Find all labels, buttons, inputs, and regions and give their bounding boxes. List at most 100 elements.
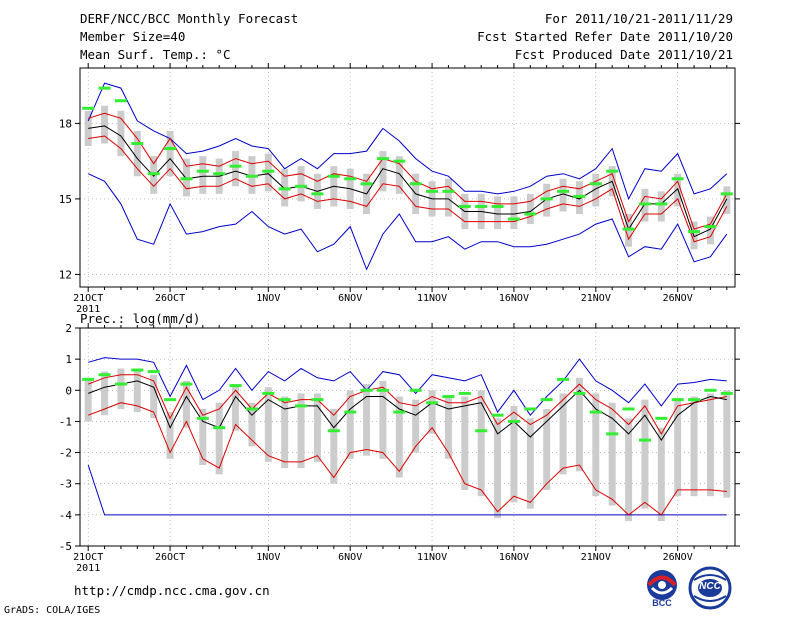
prec-line-mean bbox=[88, 380, 727, 442]
temp-obs-mark bbox=[622, 227, 635, 231]
prec-spread-box bbox=[559, 393, 567, 475]
prec-spread-box bbox=[215, 402, 223, 475]
prec-spread-box bbox=[592, 393, 600, 497]
temp-spread-box bbox=[84, 110, 92, 147]
temp-ytick-label: 18 bbox=[59, 117, 72, 130]
prec-spread-box bbox=[461, 396, 469, 490]
prec-obs-mark bbox=[98, 373, 111, 377]
prec-obs-mark bbox=[688, 398, 701, 402]
prec-spread-box bbox=[477, 390, 485, 497]
prec-obs-mark bbox=[458, 391, 471, 395]
temp-xtick-label: 26OCT bbox=[155, 293, 185, 304]
temp-spread-box bbox=[166, 130, 174, 177]
prec-spread-box bbox=[150, 374, 158, 419]
prec-obs-mark bbox=[213, 426, 226, 430]
prec-spread-box bbox=[379, 380, 387, 459]
prec-obs-mark bbox=[475, 429, 488, 433]
temp-obs-mark bbox=[393, 159, 406, 163]
fcst-produced-date: Fcst Produced Date 2011/10/21 bbox=[514, 47, 733, 62]
temp-spread-box bbox=[199, 156, 207, 194]
grads-credit: GrADS: COLA/IGES bbox=[4, 605, 101, 616]
prec-spread-box bbox=[575, 377, 583, 472]
temp-line-mean bbox=[88, 125, 728, 238]
temp-obs-mark bbox=[131, 142, 144, 146]
prec-obs-mark bbox=[606, 432, 619, 436]
prec-obs-mark bbox=[360, 388, 373, 392]
prec-line-mean-minus-sd bbox=[88, 402, 727, 516]
prec-spread-box bbox=[232, 384, 240, 431]
temp-obs-mark bbox=[147, 172, 160, 176]
prec-spread-box bbox=[690, 396, 698, 497]
temp-obs-mark bbox=[540, 197, 553, 201]
prec-ytick-label: -2 bbox=[59, 447, 72, 460]
temp-obs-mark bbox=[638, 202, 651, 206]
temp-obs-mark bbox=[376, 157, 389, 161]
temp-obs-mark bbox=[557, 189, 570, 193]
temp-obs-mark bbox=[491, 204, 504, 208]
prec-xtick-label: 21NOV bbox=[581, 552, 611, 563]
temp-obs-mark bbox=[720, 192, 733, 196]
prec-spread-box bbox=[657, 427, 665, 522]
prec-frame bbox=[79, 327, 736, 547]
prec-spread-box bbox=[706, 393, 714, 497]
prec-spread-box bbox=[199, 408, 207, 466]
prec-xtick-label: 11NOV bbox=[417, 552, 447, 563]
prec-obs-mark bbox=[507, 419, 520, 423]
ncc-logo-text: NCC bbox=[699, 581, 721, 592]
prec-obs-mark bbox=[442, 395, 455, 399]
temp-obs-mark bbox=[704, 225, 717, 229]
temp-spread-box bbox=[395, 156, 403, 194]
prec-spread-box bbox=[395, 396, 403, 478]
temp-xtick-label: 6NOV bbox=[338, 293, 362, 304]
temp-xtick-label: 16NOV bbox=[499, 293, 529, 304]
prec-obs-mark bbox=[491, 413, 504, 417]
prec-xtick-label: 26OCT bbox=[155, 552, 185, 563]
prec-obs-mark bbox=[147, 370, 160, 374]
temp-year-label: 2011 bbox=[76, 304, 100, 315]
prec-obs-mark bbox=[638, 438, 651, 442]
temp-line-max bbox=[87, 82, 728, 201]
prec-spread-box bbox=[428, 390, 436, 434]
temp-obs-mark bbox=[311, 192, 324, 196]
temp-ytick-label: 15 bbox=[59, 193, 72, 206]
temp-spread-box bbox=[494, 196, 502, 230]
prec-ytick-label: -4 bbox=[59, 509, 73, 522]
temp-spread-box bbox=[592, 173, 600, 207]
prec-spread-box bbox=[133, 368, 141, 413]
temp-spread-box bbox=[133, 130, 141, 177]
prec-spread-box bbox=[101, 371, 109, 416]
temp-obs-mark bbox=[213, 172, 226, 176]
temp-obs-mark bbox=[196, 169, 209, 173]
temp-obs-mark bbox=[360, 182, 373, 186]
prec-ytick-label: 1 bbox=[65, 353, 72, 366]
prec-spread-box bbox=[166, 412, 174, 459]
prec-ytick-label: 0 bbox=[65, 384, 72, 397]
temp-xtick-label: 1NOV bbox=[256, 293, 280, 304]
temp-obs-mark bbox=[655, 202, 668, 206]
prec-spread-box bbox=[330, 408, 338, 484]
temp-obs-mark bbox=[671, 177, 684, 181]
temp-obs-mark bbox=[180, 177, 193, 181]
variable-label-prec: Prec.: log(mm/d) bbox=[80, 311, 201, 326]
prec-obs-mark bbox=[655, 416, 668, 420]
prec-line-max bbox=[88, 357, 727, 417]
prec-xtick-label: 1NOV bbox=[256, 552, 280, 563]
member-size: Member Size=40 bbox=[80, 29, 186, 44]
temp-obs-mark bbox=[114, 99, 127, 103]
temp-obs-mark bbox=[589, 182, 602, 186]
prec-obs-mark bbox=[540, 398, 553, 402]
temp-spread-box bbox=[444, 178, 452, 217]
temp-obs-mark bbox=[82, 106, 95, 110]
prec-spread-box bbox=[248, 402, 256, 447]
prec-ytick-label: 2 bbox=[65, 322, 72, 335]
temp-frame bbox=[79, 67, 736, 288]
variable-label-temp: Mean Surf. Temp.: °C bbox=[80, 47, 231, 62]
prec-spread-box bbox=[264, 387, 272, 462]
prec-xtick-label: 16NOV bbox=[499, 552, 529, 563]
temp-xtick-label: 11NOV bbox=[417, 293, 447, 304]
prec-obs-mark bbox=[295, 404, 308, 408]
temp-panel: 12 15 18 21OCT 26OCT 1NOV 6NOV 11NOV 16NOV 21NOV 2… bbox=[59, 63, 740, 315]
website-url[interactable]: http://cmdp.ncc.cma.gov.cn bbox=[74, 583, 270, 598]
prec-spread-box bbox=[182, 380, 190, 428]
prec-ytick-label: -3 bbox=[59, 478, 72, 491]
